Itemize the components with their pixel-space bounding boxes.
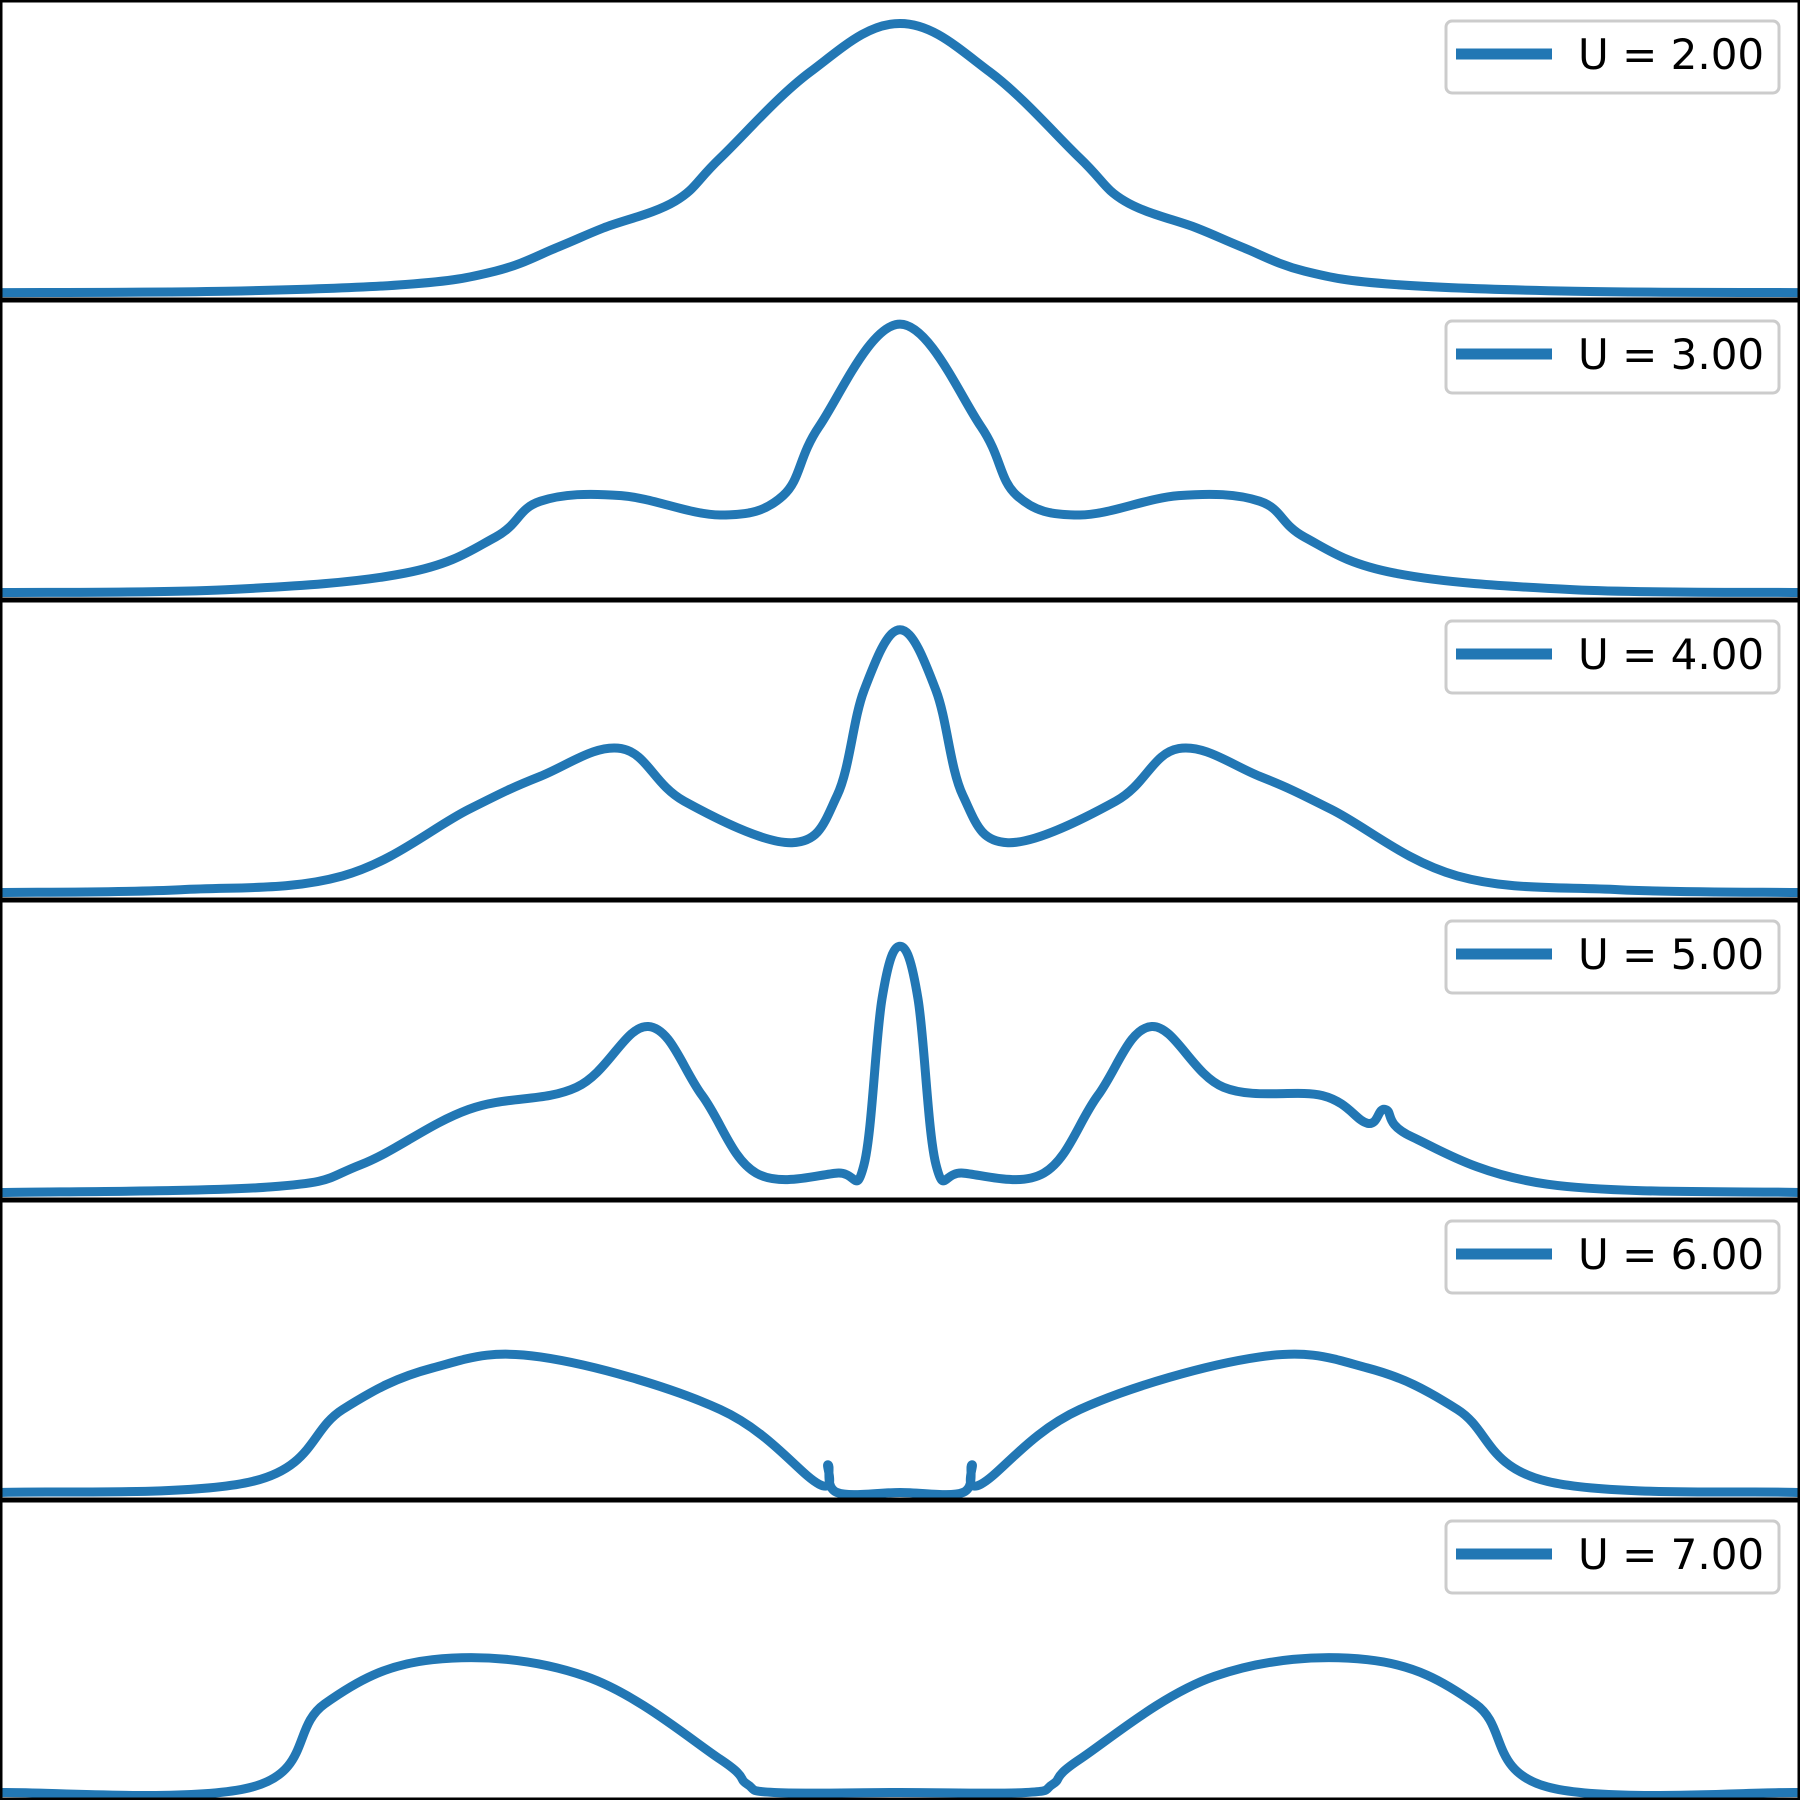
- panel-4: U = 5.00: [0, 900, 1800, 1200]
- panel-frame: [0, 1200, 1800, 1500]
- legend-label: U = 5.00: [1578, 930, 1764, 979]
- series-line-panel-2: [0, 319, 1800, 597]
- series-line-panel-5: [0, 1349, 1800, 1500]
- series-line-panel-6: [0, 1653, 1800, 1800]
- series-line-panel-3: [0, 625, 1800, 897]
- legend: U = 2.00: [1444, 19, 1781, 95]
- legend-label: U = 4.00: [1578, 630, 1764, 679]
- legend-box: [1444, 19, 1781, 95]
- panel-frame: [0, 600, 1800, 900]
- legend: U = 5.00: [1444, 919, 1781, 995]
- legend: U = 6.00: [1444, 1219, 1781, 1295]
- panel-frame: [0, 300, 1800, 600]
- legend-box: [1444, 1519, 1781, 1595]
- panel-frame: [0, 1500, 1800, 1800]
- series-line-panel-4: [0, 941, 1800, 1197]
- legend-box: [1444, 919, 1781, 995]
- legend: U = 7.00: [1444, 1519, 1781, 1595]
- panel-1: U = 2.00: [0, 0, 1800, 300]
- legend-label: U = 3.00: [1578, 330, 1764, 379]
- legend-label: U = 7.00: [1578, 1530, 1764, 1579]
- legend-box: [1444, 319, 1781, 395]
- panel-2: U = 3.00: [0, 300, 1800, 600]
- panel-frame: [0, 900, 1800, 1200]
- panel-5: U = 6.00: [0, 1200, 1800, 1500]
- legend-box: [1444, 1219, 1781, 1295]
- series-line-panel-1: [0, 19, 1800, 298]
- legend-label: U = 6.00: [1578, 1230, 1764, 1279]
- panel-6: U = 7.00: [0, 1500, 1800, 1800]
- legend-box: [1444, 619, 1781, 695]
- legend-label: U = 2.00: [1578, 30, 1764, 79]
- panel-3: U = 4.00: [0, 600, 1800, 900]
- panel-frame: [0, 0, 1800, 300]
- legend: U = 4.00: [1444, 619, 1781, 695]
- legend: U = 3.00: [1444, 319, 1781, 395]
